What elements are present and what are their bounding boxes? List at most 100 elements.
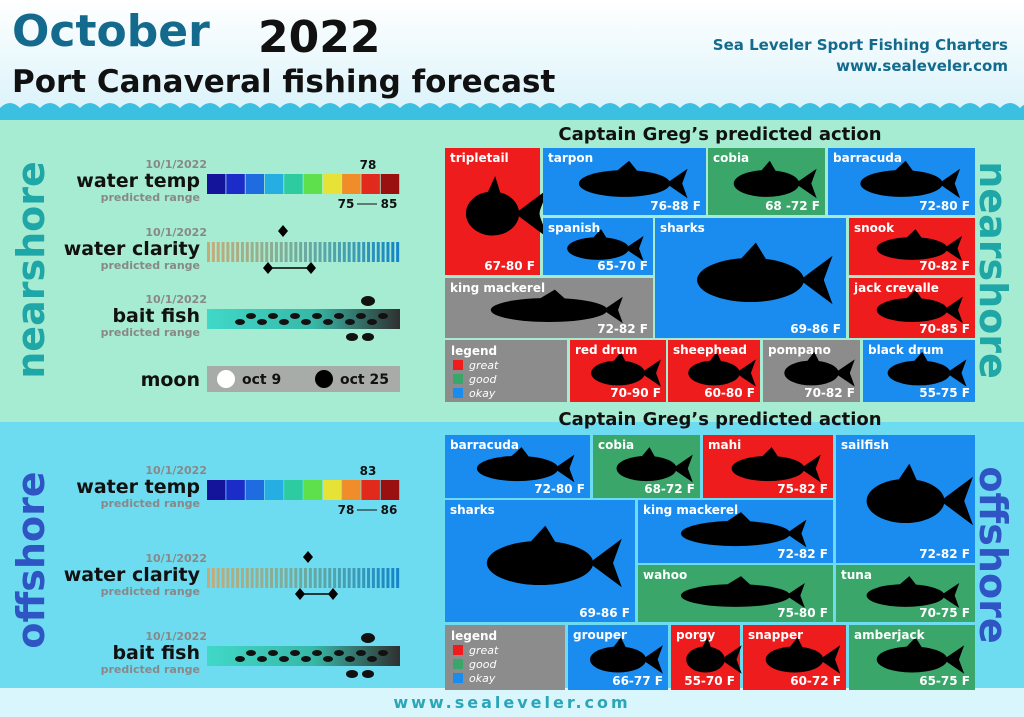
fish-fin <box>509 447 530 458</box>
clarity-stripe <box>318 568 322 588</box>
legend-swatch <box>453 659 463 669</box>
fish-tail <box>603 296 623 324</box>
legend-swatch <box>453 374 463 384</box>
clarity-stripe <box>308 568 312 588</box>
fish-temp: 69-86 F <box>790 322 841 336</box>
clarity-stripe <box>323 568 327 588</box>
bait-dot <box>323 656 333 662</box>
bait-bar <box>207 309 400 329</box>
full-moon-date: oct 9 <box>242 372 281 388</box>
moon-bar <box>207 366 400 392</box>
fish-name: sheephead <box>673 343 747 357</box>
fish-name: tripletail <box>450 151 509 165</box>
fish-tail <box>795 168 817 199</box>
clarity-stripe <box>231 242 235 262</box>
fish-temp: 72-82 F <box>597 322 648 336</box>
legend-item: okay <box>469 387 496 400</box>
clarity-stripe <box>352 568 356 588</box>
temp-cell <box>322 174 342 194</box>
fish-name: red drum <box>575 343 637 357</box>
clarity-stripe <box>289 568 293 588</box>
bait-low <box>346 670 358 678</box>
title-month: October <box>12 6 210 57</box>
clarity-stripe <box>216 568 220 588</box>
bait-dot <box>378 313 388 319</box>
gauge-label: water clarity <box>64 238 201 260</box>
clarity-range-marker <box>263 262 273 274</box>
fish-tail <box>640 359 661 387</box>
fish-name: snook <box>854 221 895 235</box>
gauge-sublabel: predicted range <box>101 663 200 676</box>
fish-tail <box>672 454 693 483</box>
fish-tail <box>946 359 967 387</box>
footer-bg <box>0 688 1024 717</box>
clarity-stripe <box>265 242 269 262</box>
clarity-stripe <box>391 568 395 588</box>
fish-temp: 68-72 F <box>644 482 695 496</box>
temp-low: 75 <box>338 197 355 211</box>
temp-cell <box>226 480 245 500</box>
clarity-stripe <box>371 242 375 262</box>
clarity-stripe <box>357 242 361 262</box>
full-moon <box>217 370 235 388</box>
gauge-sublabel: predicted range <box>101 191 200 204</box>
clarity-marker <box>278 225 288 237</box>
fish-fin <box>591 229 608 240</box>
clarity-stripe <box>386 568 390 588</box>
clarity-marker <box>303 551 313 563</box>
clarity-stripe <box>396 568 400 588</box>
header-bg <box>0 0 1024 120</box>
bait-dot <box>290 313 300 319</box>
fish-silhouette <box>465 191 520 236</box>
temp-cell <box>245 480 265 500</box>
legend-swatch <box>453 388 463 398</box>
fish-tail <box>943 296 963 324</box>
fish-tail <box>940 476 974 526</box>
fish-name: king mackerel <box>643 503 738 517</box>
fish-name: sharks <box>450 503 495 517</box>
clarity-stripe <box>279 242 283 262</box>
legend-item: okay <box>469 672 496 685</box>
clarity-stripe <box>391 242 395 262</box>
bait-high <box>362 333 374 341</box>
clarity-stripe <box>274 242 278 262</box>
clarity-stripe <box>347 568 351 588</box>
clarity-stripe <box>362 242 366 262</box>
fish-silhouette <box>887 360 951 386</box>
legend-title: legend <box>451 629 497 643</box>
clarity-stripe <box>240 242 244 262</box>
fish-silhouette <box>697 258 804 302</box>
fish-temp: 70-75 F <box>919 606 970 620</box>
gauge-sublabel: predicted range <box>101 259 200 272</box>
bait-dot <box>301 319 311 325</box>
bait-dot <box>257 656 267 662</box>
fish-name: porgy <box>676 628 715 642</box>
bait-dot <box>268 650 278 656</box>
clarity-stripe <box>333 242 337 262</box>
fish-fin <box>897 576 918 587</box>
clarity-stripe <box>357 568 361 588</box>
temp-value: 83 <box>360 464 377 478</box>
fish-temp: 72-80 F <box>919 199 970 213</box>
fish-name: barracuda <box>450 438 519 452</box>
bait-dot <box>312 650 322 656</box>
fish-temp: 75-82 F <box>777 482 828 496</box>
fish-name: tarpon <box>548 151 593 165</box>
fish-fin <box>760 447 779 458</box>
legend-item: great <box>469 359 499 372</box>
gauge-sublabel: predicted range <box>101 497 200 510</box>
fish-temp: 70-85 F <box>919 322 970 336</box>
clarity-stripe <box>265 568 269 588</box>
bait-top <box>361 296 375 306</box>
fish-temp: 60-72 F <box>790 674 841 688</box>
legend-title: legend <box>451 344 497 358</box>
fish-silhouette <box>688 360 740 386</box>
new-moon <box>315 370 333 388</box>
bait-dot <box>301 656 311 662</box>
clarity-stripe <box>240 568 244 588</box>
clarity-stripe <box>284 242 288 262</box>
fish-fin <box>640 447 656 458</box>
fish-fin <box>724 512 752 523</box>
fish-temp: 65-70 F <box>597 259 648 273</box>
